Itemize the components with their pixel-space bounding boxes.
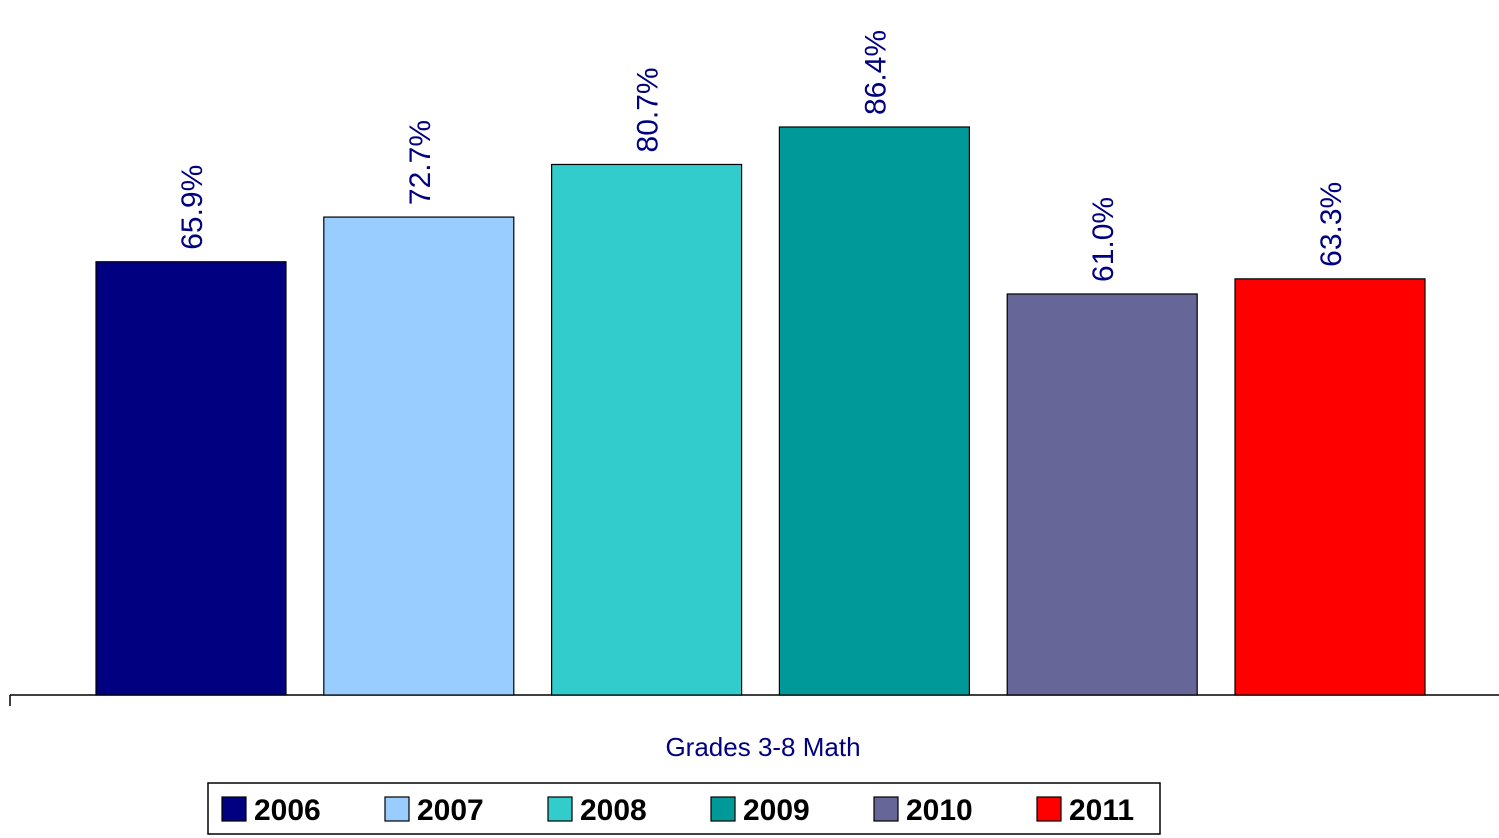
legend-swatch — [710, 796, 736, 822]
bar — [95, 261, 287, 696]
legend-swatch — [547, 796, 573, 822]
data-label: 63.3% — [1315, 182, 1348, 267]
legend-swatch — [384, 796, 410, 822]
legend-swatch — [1036, 796, 1062, 822]
bar — [1006, 293, 1198, 696]
data-label: 61.0% — [1087, 197, 1120, 282]
legend-label: 2010 — [906, 794, 973, 827]
legend-swatch — [221, 796, 247, 822]
legend-label: 2007 — [417, 794, 484, 827]
data-label: 72.7% — [404, 120, 437, 205]
data-label: 80.7% — [632, 67, 665, 152]
bar — [778, 126, 971, 696]
legend-label: 2011 — [1069, 794, 1134, 827]
x-axis-label: Grades 3-8 Math — [665, 732, 860, 762]
legend — [207, 782, 1161, 835]
legend-label: 2008 — [580, 794, 647, 827]
legend-label: 2006 — [254, 794, 321, 827]
bar — [550, 163, 743, 696]
bar — [1234, 278, 1426, 696]
legend-label: 2009 — [743, 794, 810, 827]
legend-swatch — [873, 796, 899, 822]
data-label: 86.4% — [859, 30, 892, 115]
data-label: 65.9% — [176, 165, 209, 250]
bar — [323, 216, 515, 696]
